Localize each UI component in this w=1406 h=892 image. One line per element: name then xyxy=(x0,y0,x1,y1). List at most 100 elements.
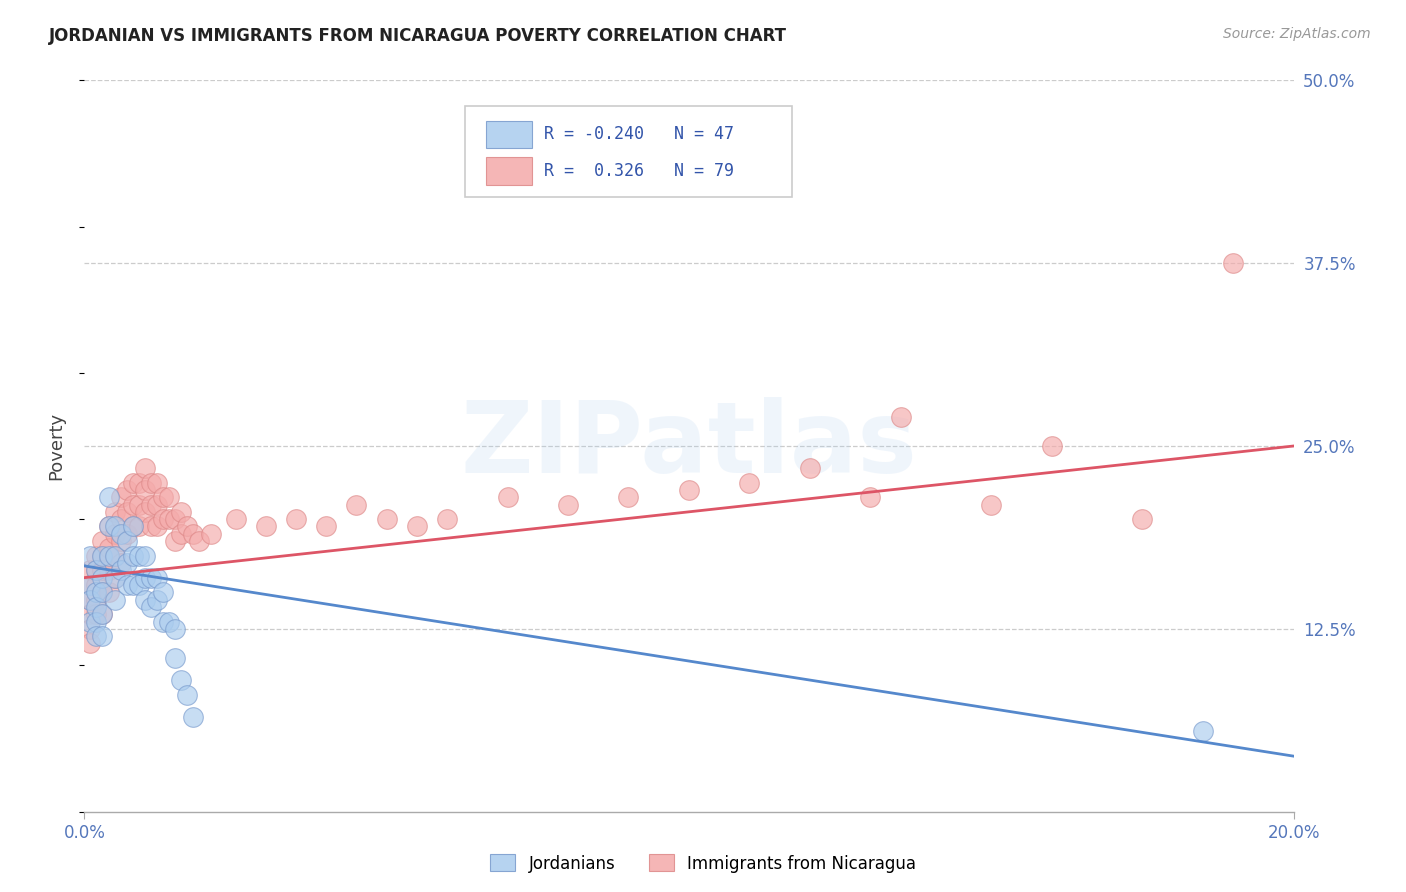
Point xyxy=(134,549,156,563)
Point xyxy=(121,475,143,490)
Point xyxy=(165,534,187,549)
Point xyxy=(91,549,114,563)
Point xyxy=(86,607,108,622)
Point xyxy=(146,519,169,533)
Point xyxy=(97,519,120,533)
Point xyxy=(86,585,108,599)
FancyBboxPatch shape xyxy=(486,157,531,185)
Point xyxy=(86,578,108,592)
Point xyxy=(134,505,156,519)
Point xyxy=(79,636,101,650)
Point xyxy=(97,549,120,563)
Point xyxy=(104,571,127,585)
Text: JORDANIAN VS IMMIGRANTS FROM NICARAGUA POVERTY CORRELATION CHART: JORDANIAN VS IMMIGRANTS FROM NICARAGUA P… xyxy=(49,27,787,45)
Point xyxy=(104,571,127,585)
Point xyxy=(91,629,114,643)
Point xyxy=(678,161,700,175)
Point xyxy=(170,673,193,687)
Point xyxy=(157,615,180,629)
Point xyxy=(104,549,127,563)
Point xyxy=(557,498,579,512)
Point xyxy=(139,519,162,533)
Point xyxy=(91,585,114,599)
Point xyxy=(86,563,108,577)
Point xyxy=(86,592,108,607)
Point xyxy=(121,519,143,533)
Point xyxy=(128,475,150,490)
Point xyxy=(134,461,156,475)
Point xyxy=(170,526,193,541)
Point xyxy=(79,549,101,563)
Point xyxy=(110,534,132,549)
Point xyxy=(128,549,150,563)
Point xyxy=(128,498,150,512)
Point xyxy=(165,622,187,636)
Point xyxy=(157,512,180,526)
Point xyxy=(406,519,429,533)
Point xyxy=(152,512,174,526)
Point xyxy=(115,505,138,519)
Point xyxy=(121,498,143,512)
Point xyxy=(176,519,198,533)
Point xyxy=(110,490,132,504)
Point xyxy=(121,549,143,563)
Point xyxy=(79,578,101,592)
Point xyxy=(91,563,114,577)
Point xyxy=(86,563,108,577)
Point xyxy=(285,512,308,526)
Point xyxy=(315,519,337,533)
Point xyxy=(157,490,180,504)
Point xyxy=(181,526,204,541)
Text: ZIPatlas: ZIPatlas xyxy=(461,398,917,494)
Point xyxy=(134,483,156,497)
Point xyxy=(139,475,162,490)
Point xyxy=(346,498,368,512)
Point xyxy=(152,585,174,599)
Point xyxy=(890,409,912,424)
Point xyxy=(79,592,101,607)
Point xyxy=(91,607,114,622)
Point xyxy=(110,556,132,570)
Legend: Jordanians, Immigrants from Nicaragua: Jordanians, Immigrants from Nicaragua xyxy=(484,847,922,880)
Point xyxy=(91,549,114,563)
Point xyxy=(134,592,156,607)
Point xyxy=(152,615,174,629)
Point xyxy=(738,475,761,490)
Point xyxy=(86,629,108,643)
Point xyxy=(146,571,169,585)
Point xyxy=(97,541,120,556)
Point xyxy=(91,585,114,599)
Point xyxy=(678,483,700,497)
Point xyxy=(115,556,138,570)
Point xyxy=(617,490,640,504)
Point xyxy=(104,519,127,533)
Point xyxy=(115,578,138,592)
Point xyxy=(79,578,101,592)
Point xyxy=(91,571,114,585)
Point xyxy=(79,563,101,577)
Text: Source: ZipAtlas.com: Source: ZipAtlas.com xyxy=(1223,27,1371,41)
Point xyxy=(225,512,247,526)
Point xyxy=(104,549,127,563)
Point xyxy=(254,519,277,533)
Text: R =  0.326   N = 79: R = 0.326 N = 79 xyxy=(544,162,734,180)
Text: R = -0.240   N = 47: R = -0.240 N = 47 xyxy=(544,126,734,144)
Point xyxy=(79,607,101,622)
Y-axis label: Poverty: Poverty xyxy=(48,412,66,480)
Point xyxy=(86,615,108,629)
Point xyxy=(79,615,101,629)
Point xyxy=(980,498,1002,512)
Point xyxy=(181,709,204,723)
Point xyxy=(110,512,132,526)
Point xyxy=(375,512,398,526)
Point xyxy=(859,490,882,504)
Point xyxy=(1130,512,1153,526)
Point xyxy=(97,585,120,599)
FancyBboxPatch shape xyxy=(465,106,792,197)
Point xyxy=(97,563,120,577)
Point xyxy=(79,622,101,636)
Point xyxy=(91,534,114,549)
Point xyxy=(1222,256,1244,270)
Point xyxy=(104,505,127,519)
Point xyxy=(128,578,150,592)
